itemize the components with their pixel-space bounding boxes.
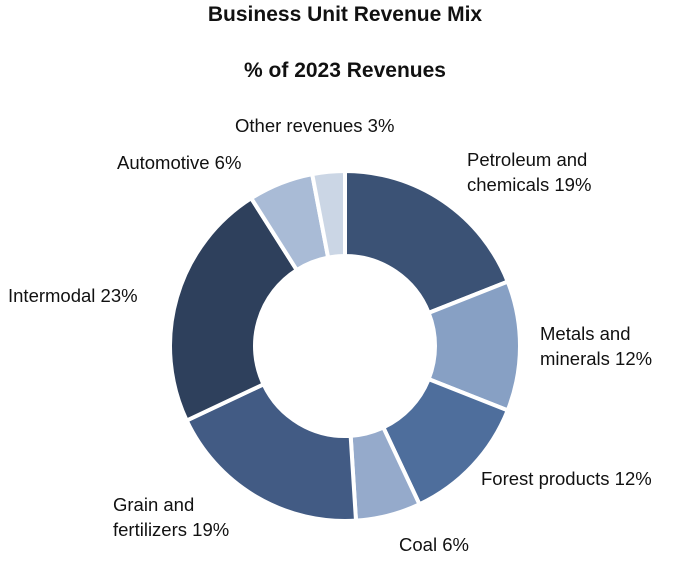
label-coal: Coal 6% [399,532,469,557]
label-intermodal: Intermodal 23% [8,283,138,308]
donut-slice-petroleum-and-chemicals [343,168,511,316]
label-line: Grain and [113,494,195,515]
label-grain: Grain and fertilizers 19% [113,492,229,542]
label-line: Petroleum and [467,149,588,170]
label-line: Intermodal 23% [8,285,138,306]
chart-subtitle: % of 2023 Revenues [244,59,446,82]
label-line: Forest products 12% [481,468,652,489]
label-line: fertilizers 19% [113,519,230,540]
label-line: Coal 6% [399,534,469,555]
label-line: chemicals 19% [467,174,592,195]
label-forest: Forest products 12% [481,466,652,491]
label-petroleum: Petroleum and chemicals 19% [467,147,591,197]
label-line: Other revenues 3% [235,115,395,136]
chart-title: Business Unit Revenue Mix [207,3,483,26]
label-line: Automotive 6% [117,152,242,173]
label-other: Other revenues 3% [235,113,394,138]
donut-slice-intermodal [168,195,300,424]
label-line: minerals 12% [540,348,653,369]
donut-slice-grain-and-fertilizers [183,381,359,523]
label-line: Metals and [540,323,631,344]
label-automotive: Automotive 6% [117,150,241,175]
donut-slice-other-revenues [309,168,347,260]
label-metals: Metals and minerals 12% [540,321,652,371]
